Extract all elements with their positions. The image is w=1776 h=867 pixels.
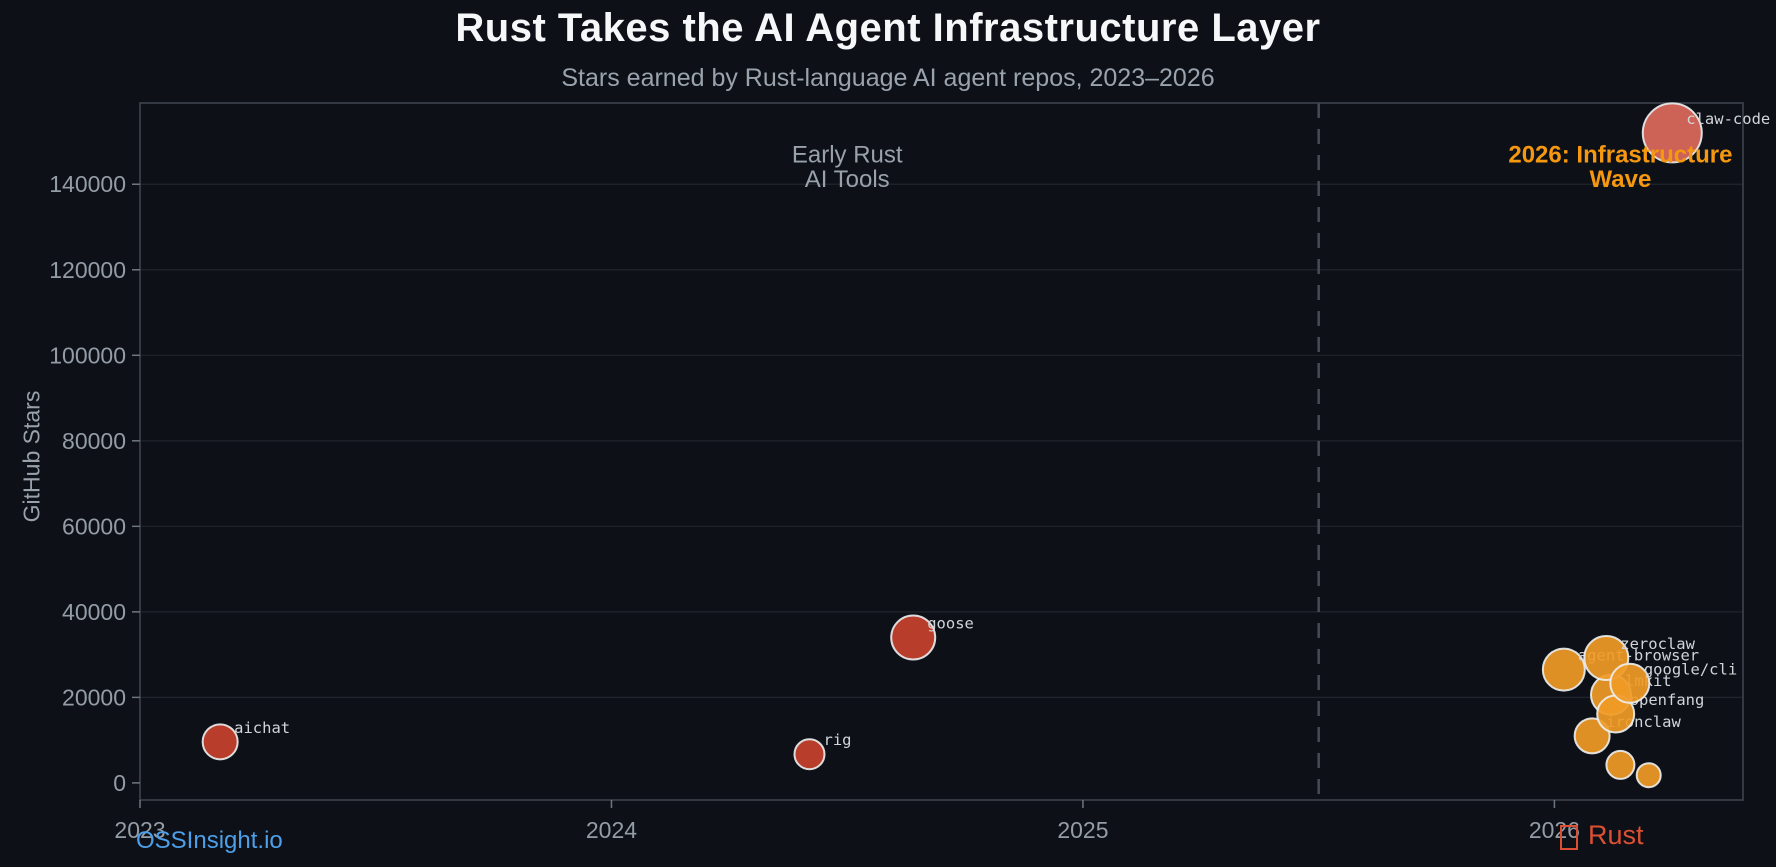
y-tick-label: 20000: [62, 684, 126, 710]
repo-bubble-label: goose: [927, 615, 974, 633]
rust-crab-icon: [1560, 824, 1578, 850]
language-badge-label: Rust: [1588, 820, 1644, 850]
y-tick-label: 120000: [49, 257, 126, 283]
repo-bubble-label: rig: [823, 731, 851, 749]
repo-bubble-label: aichat: [234, 719, 290, 737]
y-tick-label: 80000: [62, 428, 126, 454]
era-annotation-line: Early Rust: [792, 141, 903, 168]
era-annotation-line: 2026: Infrastructure: [1508, 141, 1732, 168]
repo-bubble-label: openfang: [1630, 691, 1705, 709]
repo-bubble[interactable]: [890, 614, 937, 661]
repo-bubble[interactable]: [1605, 749, 1636, 780]
repo-bubble-label: claw-code: [1686, 110, 1770, 128]
ossinsight-brand-link[interactable]: OSSInsight.io: [136, 827, 283, 854]
y-tick-label: 40000: [62, 599, 126, 625]
repo-bubble-label: google/cli: [1644, 660, 1737, 678]
repo-bubble-label: zeroclaw: [1620, 635, 1695, 653]
repo-bubble[interactable]: [1609, 662, 1651, 704]
repo-bubble[interactable]: [1541, 647, 1586, 692]
repo-bubble[interactable]: [793, 738, 826, 771]
y-tick-label: 60000: [62, 513, 126, 539]
repo-bubble[interactable]: [1573, 717, 1611, 755]
chart-title: Rust Takes the AI Agent Infrastructure L…: [455, 6, 1321, 50]
repo-bubble[interactable]: [1635, 762, 1662, 789]
x-tick-label: 2023: [114, 817, 165, 843]
y-tick-label: 0: [113, 770, 126, 796]
x-tick-label: 2026: [1529, 817, 1580, 843]
language-badge: Rust: [1560, 820, 1644, 851]
y-tick-label: 100000: [49, 342, 126, 368]
era-annotation-line: AI Tools: [805, 166, 890, 193]
plot-border: [139, 102, 1744, 801]
y-tick-label: 140000: [49, 171, 126, 197]
x-tick-label: 2025: [1057, 817, 1108, 843]
era-annotation-line: Wave: [1590, 166, 1652, 193]
chart-subtitle: Stars earned by Rust-language AI agent r…: [561, 64, 1215, 92]
repo-bubble[interactable]: [1641, 102, 1703, 164]
repo-bubble[interactable]: [201, 723, 239, 761]
x-tick-label: 2024: [586, 817, 637, 843]
